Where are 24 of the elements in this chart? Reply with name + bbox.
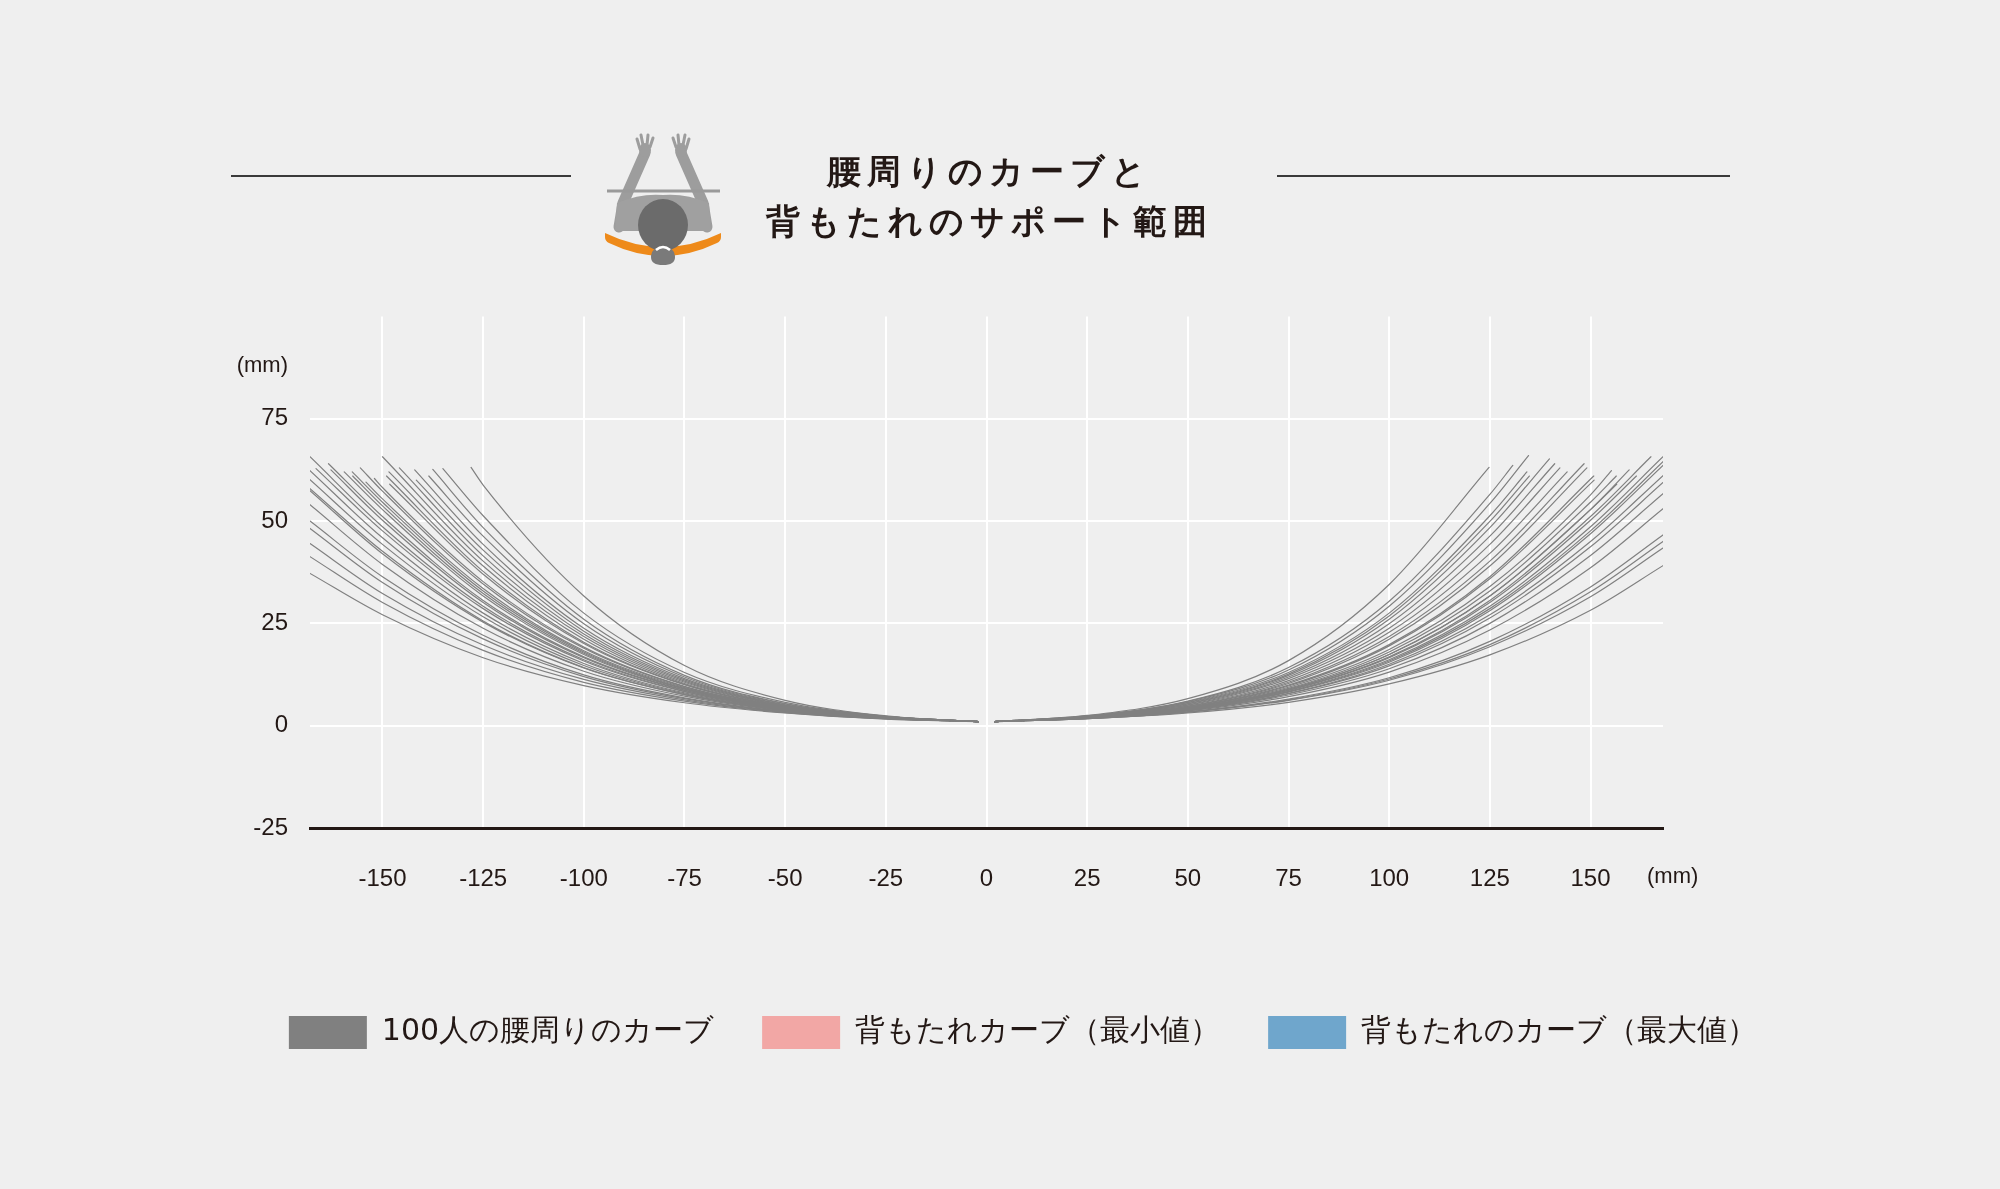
y-tick-label: 50: [261, 505, 288, 533]
x-axis-title: (mm): [1647, 863, 1699, 889]
y-tick-label: 25: [261, 607, 288, 635]
y-tick-label: -25: [253, 812, 288, 840]
x-tick-label: 75: [1275, 864, 1302, 892]
legend-label: 100人の腰周りのカーブ: [381, 1012, 715, 1048]
y-tick-label: 75: [261, 403, 288, 431]
x-tick-label: 50: [1174, 864, 1202, 892]
legend-label: 背もたれのカーブ（最大値）: [1361, 1012, 1758, 1048]
x-tick-label: -50: [767, 864, 803, 892]
y-tick-label: 0: [274, 710, 288, 738]
x-tick-label: 25: [1073, 864, 1101, 892]
x-tick-label: 150: [1570, 864, 1611, 892]
x-tick-label: 125: [1469, 864, 1510, 892]
x-tick-label: -25: [868, 864, 904, 892]
x-tick-label: -100: [559, 864, 608, 892]
y-axis-title: (mm): [236, 352, 288, 378]
x-tick-label: -150: [358, 864, 407, 892]
x-tick-label: 100: [1369, 864, 1410, 892]
legend-label: 背もたれカーブ（最小値）: [855, 1012, 1221, 1048]
x-tick-label: -75: [667, 864, 702, 892]
x-tick-label: 0: [979, 864, 994, 892]
chart-title: 腰周りのカーブと背もたれのサポート範囲: [765, 151, 1213, 241]
x-tick-label: -125: [459, 864, 508, 892]
